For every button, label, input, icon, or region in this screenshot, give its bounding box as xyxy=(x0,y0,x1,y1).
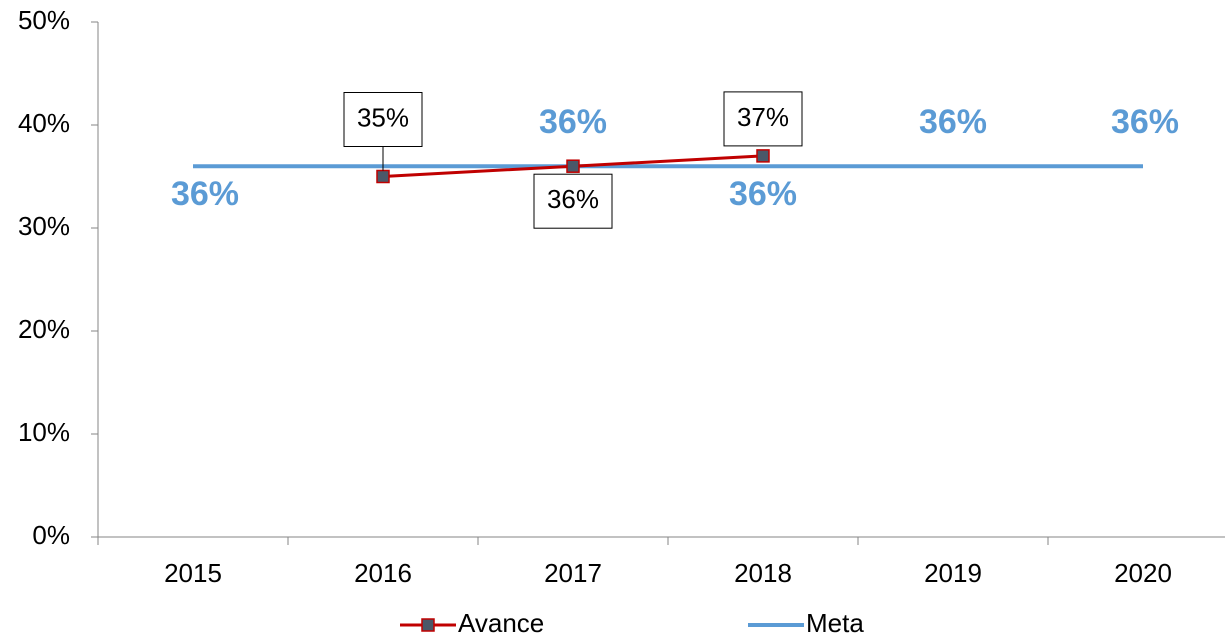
x-tick-label: 2018 xyxy=(734,558,792,588)
data-label: 36% xyxy=(919,103,987,141)
label-box xyxy=(723,91,803,147)
data-label: 36% xyxy=(539,103,607,141)
y-tick-label: 40% xyxy=(18,108,70,138)
label-box xyxy=(343,92,423,147)
x-tick-label: 2015 xyxy=(164,558,222,588)
data-label: 36% xyxy=(547,184,599,214)
marker xyxy=(756,149,770,163)
y-tick-label: 50% xyxy=(18,5,70,35)
y-tick-label: 30% xyxy=(18,211,70,241)
data-label: 36% xyxy=(729,175,797,213)
legend-marker xyxy=(421,618,435,632)
x-tick-label: 2017 xyxy=(544,558,602,588)
data-label: 37% xyxy=(737,102,789,132)
y-tick-label: 20% xyxy=(18,314,70,344)
data-label: 35% xyxy=(357,102,409,132)
x-tick-label: 2020 xyxy=(1114,558,1172,588)
legend-label: Avance xyxy=(458,608,544,637)
marker xyxy=(566,159,580,173)
label-box xyxy=(533,173,613,229)
y-tick-label: 10% xyxy=(18,417,70,447)
data-label: 36% xyxy=(1111,103,1179,141)
legend-label: Meta xyxy=(806,608,864,637)
x-tick-label: 2016 xyxy=(354,558,412,588)
x-tick-label: 2019 xyxy=(924,558,982,588)
y-tick-label: 0% xyxy=(32,520,70,550)
marker xyxy=(376,169,390,184)
data-label: 36% xyxy=(171,175,239,213)
